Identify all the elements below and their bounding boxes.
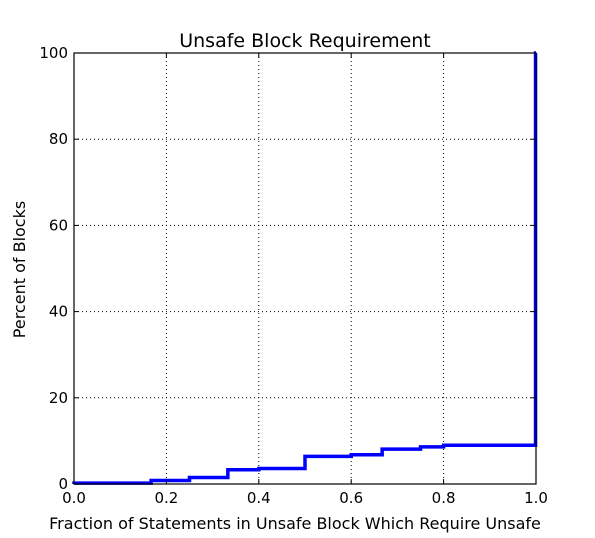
x-tick-label: 0.4	[247, 489, 271, 507]
y-tick-label: 100	[39, 44, 68, 62]
grid	[74, 53, 536, 484]
x-tick-label: 0.6	[339, 489, 363, 507]
y-axis-label: Percent of Blocks	[10, 201, 29, 338]
series-layer	[72, 51, 538, 485]
x-tick-label: 0.0	[62, 489, 86, 507]
plot-frame	[73, 52, 537, 485]
ticks: 0.0 0.2 0.4 0.6 0.8 1.0 0 20 40 60 80 100	[39, 44, 548, 507]
chart-title: Unsafe Block Requirement	[179, 30, 431, 52]
series-line-0	[72, 51, 538, 485]
x-tick-label: 0.8	[432, 489, 456, 507]
x-tick-label: 0.2	[154, 489, 178, 507]
y-tick-label: 60	[49, 216, 68, 234]
y-tick-label: 40	[49, 303, 68, 321]
x-tick-label: 1.0	[524, 489, 548, 507]
x-axis-label: Fraction of Statements in Unsafe Block W…	[49, 514, 541, 533]
y-tick-label: 20	[49, 389, 68, 407]
y-tick-label: 0	[58, 475, 68, 493]
y-tick-label: 80	[49, 130, 68, 148]
